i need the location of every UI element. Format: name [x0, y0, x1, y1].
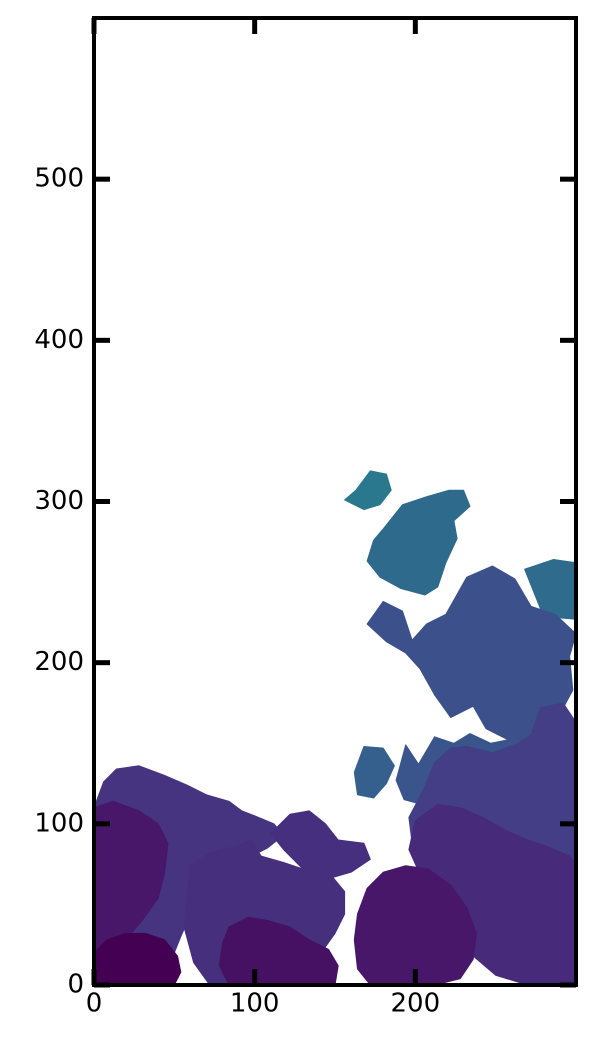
- y-tick-label-500: 500: [34, 164, 84, 194]
- heatmap-regions: [93, 470, 577, 986]
- plot-frame: [92, 16, 578, 987]
- heatmap-region-13: [218, 916, 339, 986]
- x-tick-label-0: 0: [86, 988, 103, 1018]
- y-tick-label-100: 100: [34, 808, 84, 838]
- heatmap-region-1: [366, 489, 471, 596]
- x-tick-label-100: 100: [230, 988, 280, 1018]
- heatmap-region-3: [353, 746, 395, 799]
- y-tick-label-200: 200: [34, 647, 84, 677]
- y-tick-label-400: 400: [34, 325, 84, 355]
- y-tick-label-0: 0: [67, 970, 84, 1000]
- heatmap-region-12: [353, 865, 477, 986]
- x-tick-label-200: 200: [391, 988, 441, 1018]
- heatmap-region-5: [366, 565, 577, 744]
- y-tick-label-300: 300: [34, 486, 84, 516]
- heatmap-region-8: [270, 810, 371, 880]
- tick-labels: 0 100 200 0 100 200 300 400 500: [34, 164, 440, 1019]
- heatmap-region-0: [344, 470, 392, 511]
